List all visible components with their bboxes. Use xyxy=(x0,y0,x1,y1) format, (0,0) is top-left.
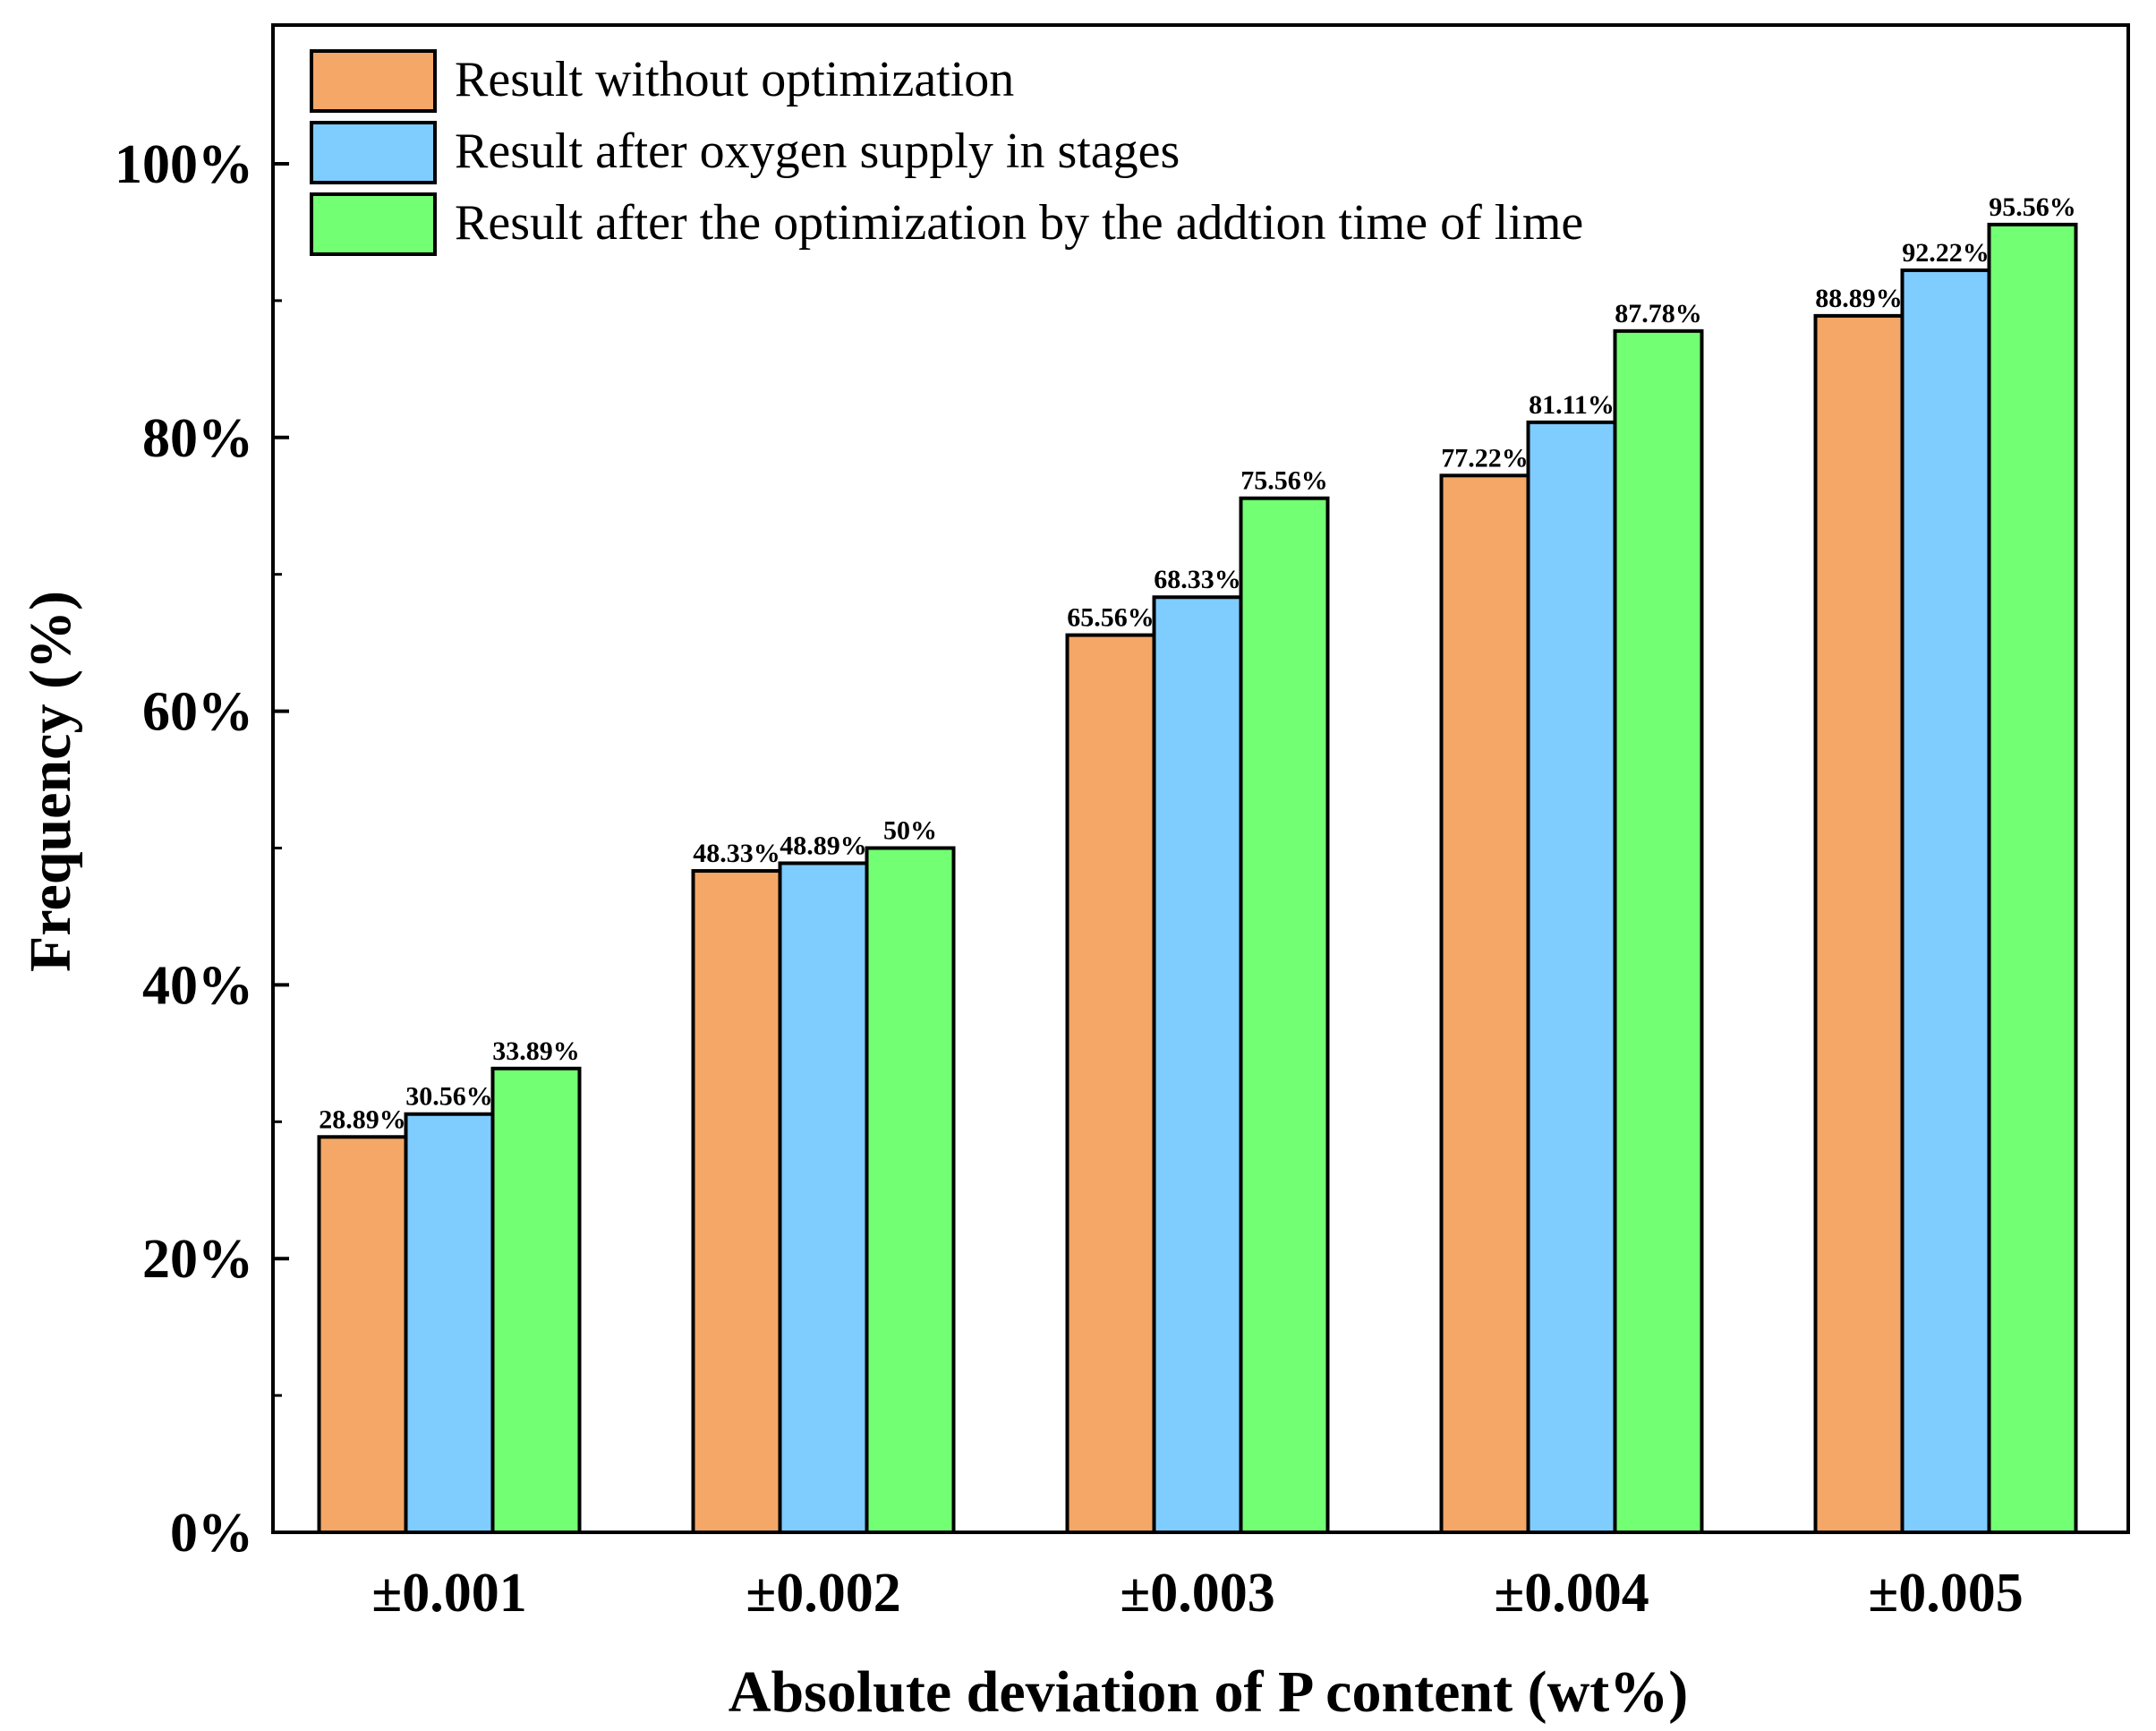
data-label: 50% xyxy=(883,816,937,846)
bar xyxy=(1987,222,2078,1535)
data-label: 95.56% xyxy=(1989,192,2076,222)
bar xyxy=(1526,420,1617,1534)
bar xyxy=(691,869,782,1534)
bar xyxy=(1439,473,1530,1535)
data-label: 88.89% xyxy=(1815,284,1903,313)
bar xyxy=(1239,496,1330,1534)
data-label: 81.11% xyxy=(1529,390,1615,420)
bar xyxy=(865,846,956,1534)
y-tick-label: 40% xyxy=(142,955,253,1016)
data-label: 68.33% xyxy=(1154,565,1241,594)
x-tick-label: ±0.004 xyxy=(1494,1563,1649,1624)
legend-label: Result after the optimization by the add… xyxy=(455,195,1583,251)
x-tick-label: ±0.002 xyxy=(746,1563,901,1624)
legend-swatch xyxy=(310,192,437,256)
data-label: 48.89% xyxy=(780,831,867,860)
y-axis: 0% 20% 40% 60% 80% 100% xyxy=(115,134,289,1564)
bar xyxy=(1065,633,1156,1534)
bar xyxy=(490,1066,582,1534)
data-label: 33.89% xyxy=(492,1036,580,1066)
data-label: 48.33% xyxy=(693,839,780,868)
y-tick-label: 0% xyxy=(170,1503,253,1564)
bar xyxy=(317,1135,408,1534)
bars-group xyxy=(317,222,2078,1535)
x-tick-label: ±0.005 xyxy=(1868,1563,2024,1624)
y-tick-label: 60% xyxy=(142,682,253,743)
bar xyxy=(778,861,869,1534)
data-label: 92.22% xyxy=(1902,238,1990,268)
x-tick-label: ±0.003 xyxy=(1120,1563,1275,1624)
data-label: 28.89% xyxy=(319,1104,406,1134)
bar xyxy=(1152,595,1243,1535)
x-axis: ±0.001 ±0.002 ±0.003 ±0.004 ±0.005 xyxy=(371,1563,2024,1624)
data-label: 87.78% xyxy=(1615,299,1702,328)
data-labels-group: 28.89% 48.33% 65.56% 77.22% 88.89% 30.56% 48.8… xyxy=(319,192,2076,1134)
bar xyxy=(1613,328,1704,1535)
plot-frame xyxy=(271,23,2130,1534)
legend-label: Result without optimization xyxy=(455,52,1014,107)
bar xyxy=(1813,313,1905,1534)
y-tick-label: 100% xyxy=(115,134,253,195)
legend: Result without optimization Result after … xyxy=(310,49,1583,256)
x-axis-title: Absolute deviation of P content (wt%) xyxy=(729,1659,1688,1725)
bar xyxy=(1900,268,1991,1535)
data-label: 65.56% xyxy=(1067,603,1155,633)
legend-label: Result after oxygen supply in stages xyxy=(455,124,1180,179)
legend-swatch xyxy=(310,49,437,113)
y-tick-label: 80% xyxy=(142,408,253,469)
y-tick-label: 20% xyxy=(142,1229,253,1290)
x-tick-label: ±0.001 xyxy=(371,1563,527,1624)
y-axis-title: Frequency (%) xyxy=(18,591,83,972)
bar xyxy=(404,1112,495,1534)
data-label: 75.56% xyxy=(1240,466,1328,496)
data-label: 77.22% xyxy=(1441,443,1529,473)
data-label: 30.56% xyxy=(405,1082,493,1112)
legend-swatch xyxy=(310,121,437,184)
